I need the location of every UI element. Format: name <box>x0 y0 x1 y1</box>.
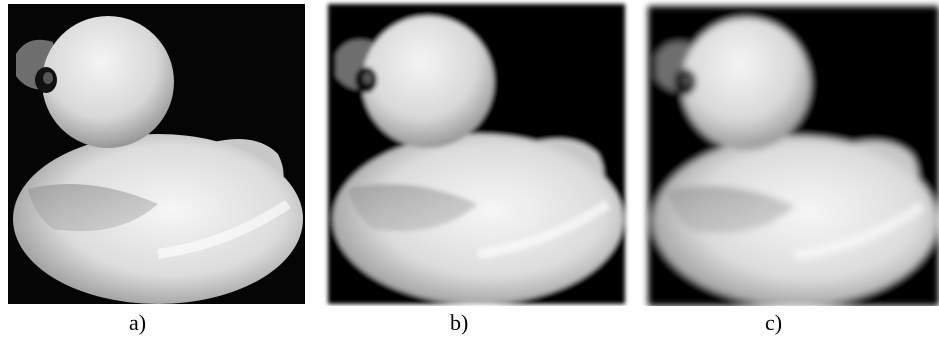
image-a <box>8 4 305 304</box>
image-strip <box>0 0 939 306</box>
image-b <box>328 4 625 304</box>
panel-label: a) <box>129 310 146 336</box>
figure: {"panels": [{"label": "a)"}, {"label": "… <box>0 0 939 342</box>
image-c <box>648 6 939 306</box>
panel-label: b) <box>450 310 468 336</box>
panel-label: c) <box>765 310 782 336</box>
